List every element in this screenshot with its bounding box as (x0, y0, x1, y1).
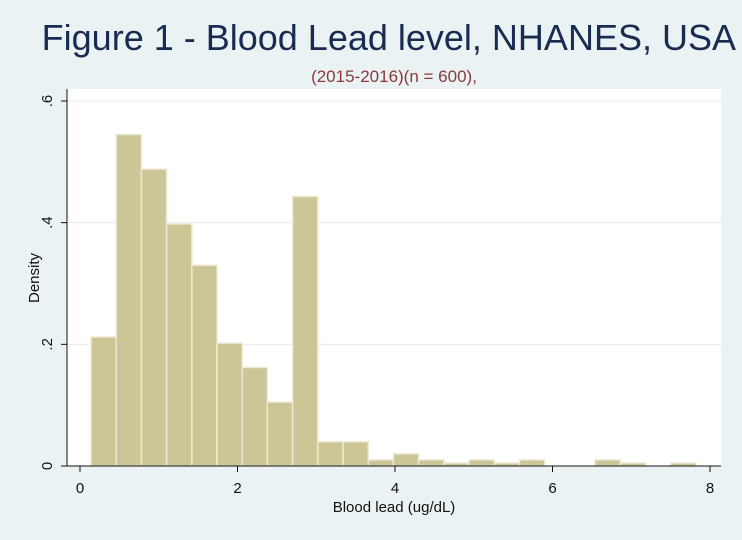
histogram-bar (367, 459, 395, 467)
x-tick-label: 8 (706, 480, 714, 497)
histogram-bar (165, 223, 193, 467)
histogram-bar (241, 366, 269, 467)
y-tick-label: .6 (39, 95, 56, 108)
y-tick-label: .2 (39, 338, 56, 351)
histogram-bar (90, 336, 117, 467)
axes (61, 89, 721, 472)
histogram-bars (90, 133, 697, 467)
x-axis-title: Blood lead (ug/dL) (333, 499, 456, 516)
y-tick-label: .4 (39, 216, 56, 229)
histogram-bar (392, 453, 420, 467)
x-tick-label: 0 (76, 480, 84, 497)
histogram-bar (342, 440, 369, 467)
tick-labels: 0 2 4 6 8 0 .2 .4 .6 (39, 95, 714, 497)
chart-title: Figure 1 - Blood Lead level, NHANES, USA (41, 17, 736, 58)
histogram-bar (518, 459, 546, 467)
histogram-bar (468, 459, 495, 467)
histogram-bar (266, 401, 294, 467)
x-tick-label: 2 (233, 480, 241, 497)
histogram-bar (417, 459, 445, 467)
chart-subtitle: (2015-2016)(n = 600), (311, 67, 477, 86)
histogram-bar (191, 264, 218, 467)
y-axis-title: Density (26, 252, 43, 303)
histogram-bar (291, 195, 319, 467)
y-tick-label: 0 (39, 462, 56, 470)
histogram-bar (140, 168, 168, 467)
histogram-bar (317, 440, 344, 467)
x-tick-label: 4 (391, 480, 399, 497)
histogram-bar (216, 342, 243, 467)
histogram-bar (115, 133, 143, 467)
x-tick-label: 6 (548, 480, 556, 497)
histogram-bar (594, 459, 621, 467)
